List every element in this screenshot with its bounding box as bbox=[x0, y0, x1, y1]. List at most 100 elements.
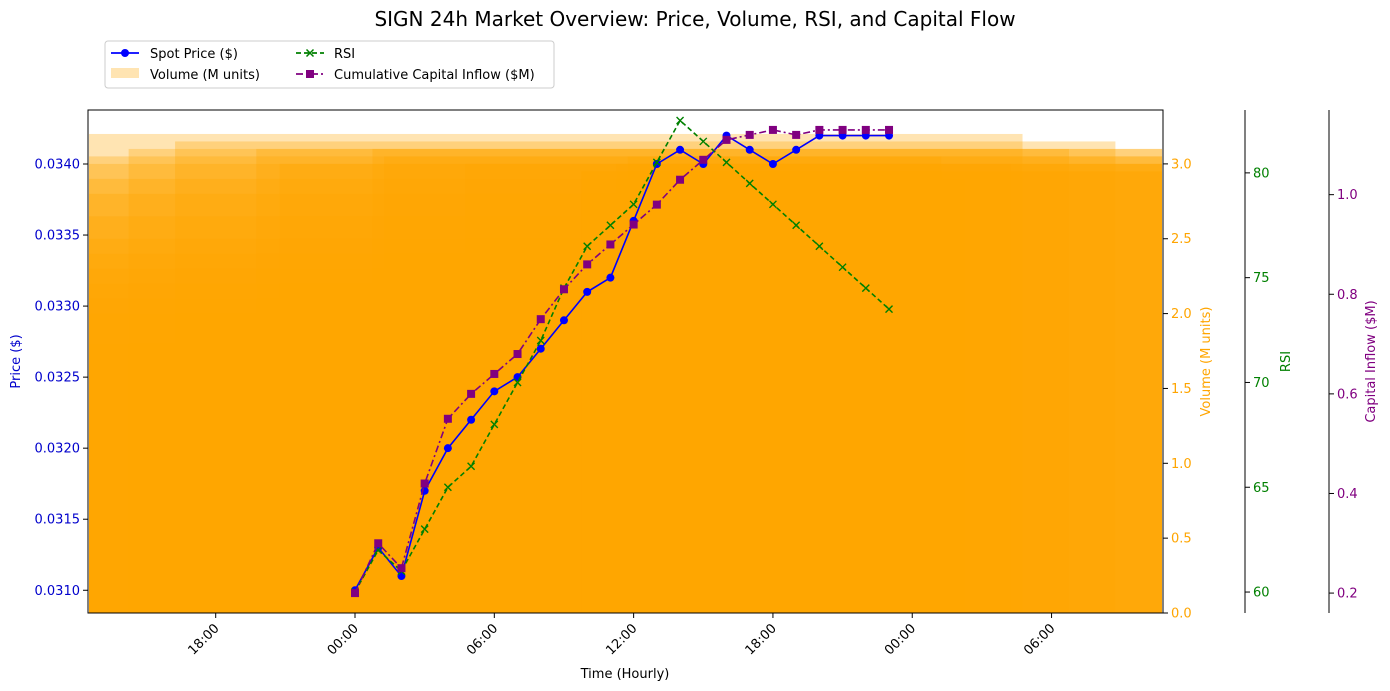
inflow-point bbox=[443, 414, 452, 423]
inflow-point bbox=[513, 350, 522, 359]
y-tick-label: 1.5 bbox=[1171, 382, 1192, 397]
inflow-point bbox=[861, 125, 870, 134]
inflow-point bbox=[676, 175, 685, 184]
volume-bar bbox=[89, 313, 628, 613]
rsi-point bbox=[676, 116, 685, 125]
y-tick-label: 0.0310 bbox=[35, 584, 81, 599]
rsi-point bbox=[699, 137, 708, 146]
y-tick-label: 0.5 bbox=[1171, 532, 1192, 547]
y-tick-label: 0.0315 bbox=[35, 513, 81, 528]
x-tick-label: 06:00 bbox=[464, 621, 501, 658]
y-axis-label: RSI bbox=[1279, 351, 1294, 372]
volume-bar bbox=[89, 163, 1011, 613]
inflow-point bbox=[792, 130, 801, 139]
legend: Spot Price ($) Volume (M units) RSI Cumu… bbox=[104, 40, 555, 89]
rsi-axis: 60 65 70 75 80 RSI bbox=[1244, 110, 1294, 613]
y-tick-label: 0.8 bbox=[1337, 288, 1358, 303]
inflow-point bbox=[467, 389, 476, 398]
legend-entry-rsi: RSI bbox=[296, 47, 355, 62]
legend-label-inflow: Cumulative Capital Inflow ($M) bbox=[334, 68, 535, 83]
legend-label-price: Spot Price ($) bbox=[150, 47, 238, 62]
rsi-point bbox=[722, 158, 731, 167]
chart-title: SIGN 24h Market Overview: Price, Volume,… bbox=[374, 7, 1015, 31]
y-tick-label: 0.0320 bbox=[35, 442, 81, 457]
x-tick-label: 06:00 bbox=[1021, 621, 1058, 658]
inflow-point bbox=[397, 564, 406, 573]
volume-bar bbox=[175, 141, 1116, 613]
inflow-point bbox=[629, 220, 638, 229]
y-tick-label: 1.0 bbox=[1171, 457, 1192, 472]
y-tick-label: 0.0330 bbox=[35, 300, 81, 315]
rsi-point bbox=[792, 221, 801, 230]
legend-label-rsi: RSI bbox=[334, 47, 355, 62]
price-point bbox=[536, 344, 545, 353]
volume-bar bbox=[89, 298, 791, 613]
y-tick-label: 3.0 bbox=[1171, 157, 1192, 172]
y-axis-label: Price ($) bbox=[9, 334, 24, 388]
volume-bar bbox=[581, 171, 1162, 613]
legend-entry-inflow: Cumulative Capital Inflow ($M) bbox=[296, 68, 535, 83]
x-axis: 18:00 00:00 06:00 12:00 18:00 00:00 06:00 bbox=[185, 613, 1058, 658]
y-tick-label: 1.0 bbox=[1337, 188, 1358, 203]
y-axis-label: Volume (M units) bbox=[1199, 307, 1214, 417]
rsi-point bbox=[513, 378, 522, 387]
rsi-point bbox=[629, 200, 638, 209]
rsi-point bbox=[745, 179, 754, 188]
price-point bbox=[768, 159, 777, 168]
volume-bar bbox=[384, 156, 1162, 613]
volume-bar bbox=[89, 193, 884, 614]
volume-bar bbox=[465, 163, 1163, 613]
inflow-axis: 0.2 0.4 0.6 0.8 1.0 Capital Inflow ($M) bbox=[1328, 110, 1379, 613]
price-point bbox=[559, 316, 568, 325]
y-tick-label: 0.6 bbox=[1337, 387, 1358, 402]
rsi-point bbox=[861, 284, 870, 293]
price-line bbox=[354, 134, 889, 591]
inflow-point bbox=[652, 200, 661, 209]
price-point bbox=[467, 415, 476, 424]
inflow-point bbox=[490, 369, 499, 378]
price-point bbox=[792, 145, 801, 154]
rsi-point bbox=[606, 221, 615, 230]
inflow-point bbox=[351, 589, 360, 598]
price-point bbox=[490, 387, 499, 396]
y-tick-label: 80 bbox=[1253, 166, 1270, 181]
inflow-point bbox=[838, 125, 847, 134]
y-tick-label: 70 bbox=[1253, 376, 1270, 391]
price-point bbox=[676, 145, 685, 154]
volume-bar bbox=[627, 156, 1162, 613]
rsi-point bbox=[815, 242, 824, 251]
price-point bbox=[443, 444, 452, 453]
volume-bar bbox=[372, 148, 1162, 614]
inflow-point bbox=[815, 125, 824, 134]
volume-bar bbox=[581, 171, 1162, 613]
x-tick-label: 00:00 bbox=[882, 621, 919, 658]
legend-label-volume: Volume (M units) bbox=[150, 68, 260, 83]
y-tick-label: 2.5 bbox=[1171, 232, 1192, 247]
price-point bbox=[606, 273, 615, 282]
y-tick-label: 60 bbox=[1253, 586, 1270, 601]
y-tick-label: 0.0335 bbox=[35, 229, 81, 244]
y-tick-label: 0.0 bbox=[1171, 607, 1192, 622]
rsi-point bbox=[490, 420, 499, 429]
volume-bar bbox=[89, 178, 965, 613]
x-axis-label: Time (Hourly) bbox=[580, 667, 670, 682]
volume-bars bbox=[89, 133, 1163, 614]
volume-bar bbox=[279, 163, 1162, 613]
volume-bar bbox=[89, 133, 1023, 613]
inflow-point bbox=[606, 240, 615, 249]
inflow-point bbox=[536, 315, 545, 324]
rsi-point bbox=[885, 305, 894, 314]
volume-bar bbox=[89, 238, 872, 613]
legend-box bbox=[104, 40, 555, 89]
volume-axis: 0.0 0.5 1.0 1.5 2.0 2.5 3.0 Volume (M units) bbox=[1163, 157, 1214, 622]
x-tick-label: 12:00 bbox=[603, 621, 640, 658]
y-tick-label: 0.4 bbox=[1337, 487, 1358, 502]
volume-bar bbox=[89, 253, 884, 613]
legend-entry-price: Spot Price ($) bbox=[111, 47, 238, 62]
price-axis: 0.0310 0.0315 0.0320 0.0325 0.0330 0.0335 0.03… bbox=[9, 157, 88, 599]
rsi-point bbox=[443, 483, 452, 492]
volume-bar bbox=[89, 283, 733, 613]
y-tick-label: 0.0325 bbox=[35, 371, 81, 386]
inflow-point bbox=[374, 539, 383, 548]
y-tick-label: 2.0 bbox=[1171, 307, 1192, 322]
